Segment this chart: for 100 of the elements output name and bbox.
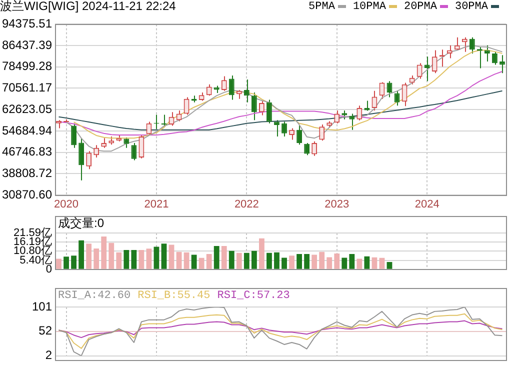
y-tick-label: 30870.60 bbox=[2, 187, 52, 202]
candlestick bbox=[312, 140, 318, 156]
bar bbox=[282, 258, 287, 269]
y-tick-label: 2 bbox=[45, 348, 52, 362]
y-tick-label: 54684.94 bbox=[2, 123, 52, 138]
candlestick bbox=[454, 36, 460, 51]
candlestick bbox=[296, 124, 302, 146]
bar bbox=[221, 246, 227, 269]
y-tick-label: 70561.17 bbox=[2, 80, 52, 95]
y-tick-label: 62623.05 bbox=[2, 102, 52, 116]
y-tick-label: 46746.83 bbox=[2, 144, 52, 159]
bar bbox=[312, 254, 318, 269]
bar bbox=[154, 246, 160, 269]
bar bbox=[198, 258, 204, 269]
bar bbox=[214, 246, 220, 269]
bar bbox=[131, 250, 137, 269]
bar bbox=[124, 250, 130, 269]
bar bbox=[289, 256, 294, 269]
bar bbox=[101, 236, 107, 269]
series-label: RSI_C:57.23 bbox=[217, 290, 290, 302]
bar bbox=[319, 252, 325, 269]
candlestick bbox=[334, 110, 340, 124]
y-tick-label: 52 bbox=[38, 323, 52, 338]
bar bbox=[116, 252, 122, 269]
bar bbox=[146, 248, 152, 269]
series-label: RSI_B:55.45 bbox=[138, 290, 210, 302]
y-tick-label: 101 bbox=[32, 299, 52, 314]
candlestick bbox=[206, 84, 212, 96]
candlestick bbox=[94, 144, 100, 158]
legend-label: 5PMA bbox=[308, 1, 335, 13]
candlestick bbox=[244, 79, 250, 103]
bar bbox=[236, 252, 242, 269]
candlestick bbox=[131, 142, 137, 161]
bar bbox=[274, 252, 280, 269]
bar bbox=[349, 254, 355, 269]
bar bbox=[364, 256, 370, 269]
candlestick bbox=[78, 138, 84, 181]
x-tick-label: 2024 bbox=[414, 198, 440, 211]
legend-label: 10PMA bbox=[352, 1, 386, 13]
bar bbox=[64, 256, 69, 269]
bar bbox=[244, 252, 250, 269]
candlestick bbox=[101, 138, 107, 148]
candlestick bbox=[251, 92, 257, 121]
candlestick bbox=[259, 100, 264, 116]
y-tick-label: 78499.28 bbox=[2, 59, 52, 74]
bar bbox=[71, 256, 76, 269]
x-tick-label: 2022 bbox=[234, 198, 259, 211]
candlestick bbox=[289, 128, 294, 140]
x-tick-label: 2021 bbox=[144, 198, 169, 211]
y-tick-label: 38808.72 bbox=[2, 166, 52, 180]
candlestick bbox=[86, 150, 92, 170]
candlestick bbox=[266, 99, 272, 124]
candlestick bbox=[228, 75, 234, 100]
x-tick-label: 2020 bbox=[54, 198, 79, 211]
bar bbox=[161, 244, 167, 269]
bar bbox=[259, 238, 264, 269]
candlestick bbox=[424, 56, 430, 82]
bar bbox=[266, 252, 272, 269]
candlestick bbox=[469, 36, 475, 54]
candlestick bbox=[319, 124, 325, 142]
bar bbox=[176, 252, 182, 269]
candlestick bbox=[349, 113, 355, 130]
bar bbox=[251, 250, 257, 269]
bar bbox=[228, 250, 234, 269]
bar bbox=[108, 242, 114, 269]
text: RSI_A:42.60 bbox=[58, 290, 131, 302]
bar bbox=[94, 248, 100, 269]
candlestick bbox=[221, 76, 227, 92]
bar bbox=[372, 257, 378, 269]
bar bbox=[326, 257, 332, 269]
bar bbox=[296, 254, 302, 269]
candlestick bbox=[356, 105, 362, 121]
bar bbox=[78, 240, 84, 269]
chart-title: 波兰WIG[WIG] 2024-11-21 22:24 bbox=[0, 0, 176, 13]
bar bbox=[168, 244, 174, 269]
bar bbox=[56, 258, 62, 269]
bar bbox=[86, 244, 92, 269]
candlestick bbox=[304, 142, 310, 156]
bar bbox=[206, 254, 212, 269]
chart-title: 成交量:0 bbox=[58, 216, 104, 230]
candlestick bbox=[432, 50, 438, 74]
legend-label: 20PMA bbox=[404, 1, 437, 13]
candlestick bbox=[492, 51, 498, 66]
x-tick-label: 2023 bbox=[324, 198, 350, 211]
candlestick bbox=[416, 62, 422, 80]
candlestick bbox=[282, 121, 287, 138]
y-tick-label: 94375.51 bbox=[2, 16, 52, 31]
bar bbox=[334, 254, 340, 269]
bar bbox=[304, 254, 310, 269]
bar bbox=[379, 258, 385, 269]
candlestick bbox=[138, 134, 144, 159]
bar bbox=[184, 252, 190, 269]
candlestick bbox=[71, 122, 76, 148]
candlestick bbox=[446, 44, 452, 59]
bar bbox=[386, 262, 392, 269]
bar bbox=[138, 250, 144, 269]
y-tick-label: 86437.39 bbox=[2, 38, 52, 52]
bar bbox=[356, 258, 362, 269]
bar bbox=[342, 258, 348, 269]
legend-label: 30PMA bbox=[454, 1, 488, 13]
